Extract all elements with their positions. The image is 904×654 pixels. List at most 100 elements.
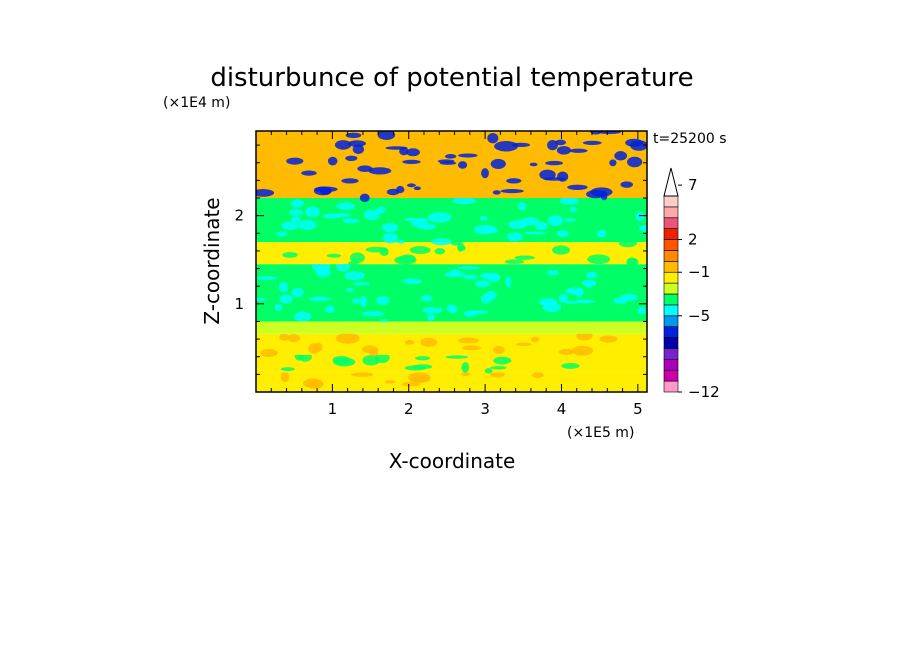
chart-title: disturbunce of potential temperature: [210, 63, 693, 93]
field-patch: [256, 276, 278, 280]
field-patch: [345, 155, 358, 161]
field-patch: [561, 362, 580, 369]
field-band: [256, 321, 647, 334]
field-patch: [422, 307, 443, 314]
field-patch: [291, 199, 304, 208]
field-patch: [479, 272, 500, 280]
field-patch: [520, 217, 540, 226]
field-patch: [490, 158, 506, 170]
field-patch: [333, 357, 356, 367]
field-patch: [289, 209, 304, 216]
field-patch: [377, 131, 396, 140]
field-patch: [334, 213, 351, 218]
field-patch: [485, 228, 498, 234]
field-patch: [336, 202, 355, 211]
colorbar-swatch: [663, 195, 679, 208]
colorbar-swatch: [663, 348, 679, 360]
colorbar-label: 7: [688, 176, 698, 194]
field-patch: [335, 333, 360, 344]
field-patch: [627, 156, 643, 168]
field-patch: [515, 342, 532, 347]
field-patch: [334, 140, 352, 150]
field-patch: [449, 305, 458, 314]
field-patch: [552, 245, 570, 255]
colorbar-swatch: [663, 304, 679, 317]
field-patch: [596, 229, 607, 238]
field-patch: [363, 209, 381, 221]
field-patch: [305, 206, 321, 218]
plot-frame: [255, 130, 648, 393]
colorbar-swatch: [663, 359, 679, 371]
field-patch: [586, 190, 606, 199]
field-patch: [569, 148, 588, 153]
x-tick-label: 2: [404, 400, 414, 418]
colorbar: 7 2 −1 −5 −12: [663, 167, 720, 401]
colorbar-swatch: [663, 293, 679, 306]
colorbar-swatch: [663, 250, 679, 262]
field-patch: [260, 349, 278, 358]
field-patch: [434, 248, 446, 255]
field-patch: [471, 310, 489, 314]
field-patch: [462, 274, 479, 280]
field-patch: [542, 302, 562, 313]
field-patch: [403, 217, 420, 222]
field-patch: [635, 211, 645, 222]
field-patch: [599, 335, 618, 343]
field-patch: [461, 361, 470, 373]
field-patch: [359, 193, 370, 202]
field-patch: [505, 276, 512, 288]
colorbar-swatch: [663, 261, 679, 273]
field-patch: [342, 218, 360, 224]
field-patch: [396, 185, 405, 194]
field-patch: [625, 138, 643, 147]
field-patch: [567, 184, 588, 190]
field-patch: [297, 219, 317, 230]
field-patch: [412, 364, 433, 370]
y-tick-label: 2: [234, 207, 244, 225]
field-patch: [458, 245, 466, 251]
field-patch: [445, 355, 469, 359]
y-axis: 12: [234, 144, 647, 375]
field-patch: [409, 246, 431, 255]
x-tick-label: 5: [633, 400, 643, 418]
field-patch: [535, 222, 549, 230]
field-patch: [416, 223, 437, 230]
field-patch: [585, 271, 598, 279]
field-patch: [485, 290, 497, 300]
field-patch: [326, 253, 342, 258]
field-patch: [547, 215, 564, 227]
field-patch: [638, 225, 647, 232]
colorbar-label: 2: [688, 231, 698, 249]
field-patch: [361, 311, 384, 317]
colorbar-swatch: [663, 380, 679, 393]
field-patch: [394, 255, 417, 265]
plot-area: [256, 131, 647, 392]
field-patch: [286, 157, 304, 165]
field-patch: [402, 159, 421, 165]
colorbar-swatch: [663, 239, 679, 251]
field-patch: [493, 345, 505, 354]
field-patch: [504, 259, 524, 264]
field-patch: [481, 168, 489, 179]
field-patch: [554, 139, 567, 146]
field-patch: [586, 282, 593, 289]
field-patch: [256, 297, 267, 302]
field-patch: [487, 132, 499, 144]
field-patch: [282, 252, 298, 258]
field-patch: [274, 303, 282, 312]
field-patch: [556, 146, 571, 155]
colorbar-label: −12: [688, 383, 720, 401]
field-patch: [627, 258, 639, 267]
field-patch: [484, 368, 493, 374]
field-patch: [352, 282, 370, 286]
field-patch: [308, 296, 331, 302]
field-patch: [385, 146, 408, 150]
colorbar-swatch: [663, 217, 679, 229]
field-patch: [571, 345, 594, 356]
field-patch: [506, 232, 523, 242]
field-patch: [529, 162, 538, 167]
colorbar-swatch: [663, 271, 679, 284]
field-patch: [479, 216, 488, 221]
field-patch: [558, 348, 574, 356]
